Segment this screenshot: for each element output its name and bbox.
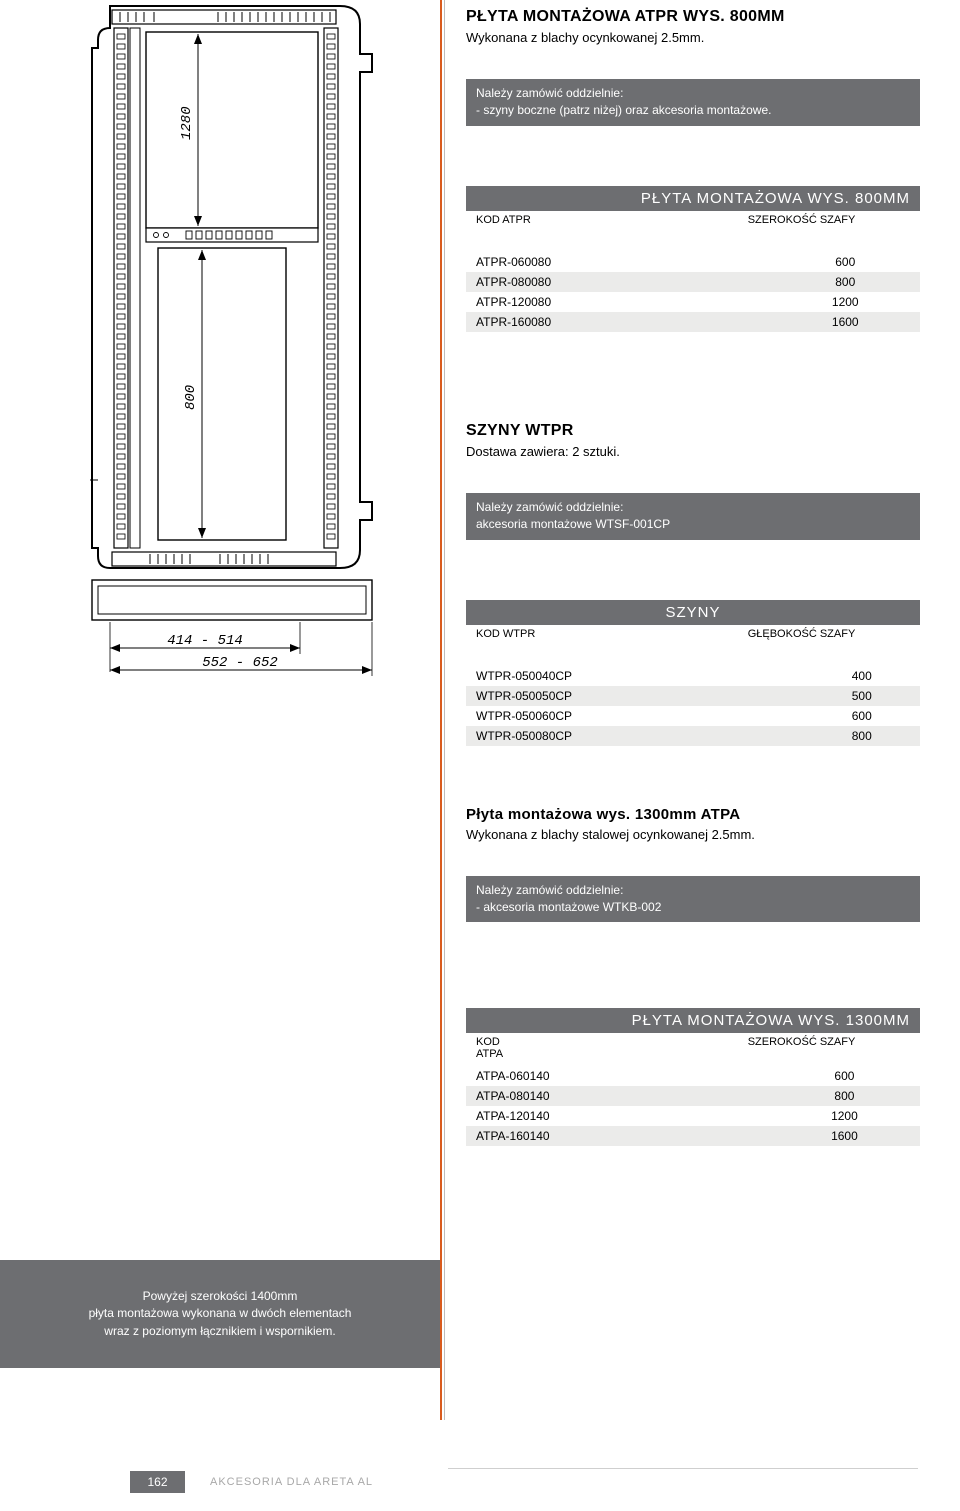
cell-val: 600 <box>804 706 920 726</box>
cell-code: WTPR-050060CP <box>466 706 804 726</box>
col-label: KOD WTPR <box>476 628 693 640</box>
wtpr-table-header: SZYNY <box>466 600 920 625</box>
cell-val: 1200 <box>769 1106 920 1126</box>
cell-val: 400 <box>804 666 920 686</box>
cell-val: 1600 <box>769 1126 920 1146</box>
table-row: ATPA-1601401600 <box>466 1126 920 1146</box>
table-row: ATPA-060140600 <box>466 1066 920 1086</box>
wtpr-title: SZYNY WTPR <box>466 422 920 440</box>
notice-line: Należy zamówić oddzielnie: <box>476 882 910 899</box>
cell-code: ATPA-060140 <box>466 1066 769 1086</box>
accent-rule <box>440 0 442 1420</box>
right-column: PŁYTA MONTAŻOWA ATPR WYS. 800MM Wykonana… <box>448 0 960 1511</box>
cell-code: ATPA-120140 <box>466 1106 769 1126</box>
side-info-note: Powyżej szerokości 1400mm płyta montażow… <box>0 1260 440 1368</box>
cell-code: ATPR-160080 <box>466 312 771 332</box>
table-row: ATPR-080080800 <box>466 272 920 292</box>
notice-line: akcesoria montażowe WTSF-001CP <box>476 517 670 531</box>
col-label: SZEROKOŚĆ SZAFY <box>693 214 910 226</box>
table-row: WTPR-050050CP500 <box>466 686 920 706</box>
footer: 162 AKCESORIA DLA ARETA AL <box>0 1471 960 1493</box>
page-layout: 1280 800 max 493-593 414 - 51 <box>0 0 960 1511</box>
atpa-table: ATPA-060140600 ATPA-080140800 ATPA-12014… <box>466 1066 920 1146</box>
cell-code: ATPA-080140 <box>466 1086 769 1106</box>
atpa-notice: Należy zamówić oddzielnie: - akcesoria m… <box>466 876 920 923</box>
cell-code: ATPR-120080 <box>466 292 771 312</box>
col-label: KOD ATPR <box>476 214 693 226</box>
table-row: ATPR-1200801200 <box>466 292 920 312</box>
table-row: ATPR-060080600 <box>466 252 920 272</box>
table-row: ATPA-1201401200 <box>466 1106 920 1126</box>
cell-val: 800 <box>804 726 920 746</box>
table-row: WTPR-050060CP600 <box>466 706 920 726</box>
cell-code: WTPR-050080CP <box>466 726 804 746</box>
atpr-table-subhead: KOD ATPR SZEROKOŚĆ SZAFY <box>466 211 920 232</box>
atpr-table: ATPR-060080600 ATPR-080080800 ATPR-12008… <box>466 252 920 332</box>
dim-414-514: 414 - 514 <box>167 633 243 649</box>
side-info-line: płyta montażowa wykonana w dwóch element… <box>89 1306 352 1320</box>
technical-drawing: 1280 800 max 493-593 414 - 51 <box>90 0 430 680</box>
atpr-notice: Należy zamówić oddzielnie: - szyny boczn… <box>466 79 920 126</box>
col-label: GŁĘBOKOŚĆ SZAFY <box>693 628 910 640</box>
cell-code: ATPR-080080 <box>466 272 771 292</box>
gray-rule <box>444 0 445 1420</box>
page-number: 162 <box>130 1471 185 1493</box>
col-label-line: KOD <box>476 1036 500 1048</box>
wtpr-notice: Należy zamówić oddzielnie: akcesoria mon… <box>466 493 920 540</box>
cell-val: 500 <box>804 686 920 706</box>
dim-1280: 1280 <box>179 106 195 140</box>
dim-800: 800 <box>183 385 199 410</box>
side-info-line: wraz z poziomym łącznikiem i wspornikiem… <box>104 1324 335 1338</box>
notice-line: Należy zamówić oddzielnie: <box>476 85 910 102</box>
wtpr-sub: Dostawa zawiera: 2 sztuki. <box>466 444 920 459</box>
table-row: ATPA-080140800 <box>466 1086 920 1106</box>
table-row: WTPR-050080CP800 <box>466 726 920 746</box>
cell-val: 800 <box>769 1086 920 1106</box>
drawing-svg: 1280 800 max 493-593 414 - 51 <box>90 0 430 680</box>
dim-552-652: 552 - 652 <box>202 655 278 671</box>
cell-code: WTPR-050040CP <box>466 666 804 686</box>
notice-line: - akcesoria montażowe WTKB-002 <box>476 900 661 914</box>
table-row: ATPR-1600801600 <box>466 312 920 332</box>
notice-line: - szyny boczne (patrz niżej) oraz akceso… <box>476 103 771 117</box>
col-label-line: ATPA <box>476 1048 503 1060</box>
cell-code: WTPR-050050CP <box>466 686 804 706</box>
cell-val: 1200 <box>771 292 920 312</box>
column-divider <box>440 0 448 1511</box>
cell-val: 600 <box>771 252 920 272</box>
cell-code: ATPR-060080 <box>466 252 771 272</box>
wtpr-table: WTPR-050040CP400 WTPR-050050CP500 WTPR-0… <box>466 666 920 746</box>
cell-val: 800 <box>771 272 920 292</box>
cell-code: ATPA-160140 <box>466 1126 769 1146</box>
atpa-table-header: PŁYTA MONTAŻOWA WYS. 1300MM <box>466 1008 920 1033</box>
cell-val: 600 <box>769 1066 920 1086</box>
atpr-title: PŁYTA MONTAŻOWA ATPR WYS. 800MM <box>466 8 920 26</box>
cell-val: 1600 <box>771 312 920 332</box>
footer-label: AKCESORIA DLA ARETA AL <box>210 1476 373 1488</box>
side-info-line: Powyżej szerokości 1400mm <box>143 1289 298 1303</box>
atpr-table-header: PŁYTA MONTAŻOWA WYS. 800MM <box>466 186 920 211</box>
notice-line: Należy zamówić oddzielnie: <box>476 499 910 516</box>
left-column: 1280 800 max 493-593 414 - 51 <box>0 0 440 1511</box>
table-row: WTPR-050040CP400 <box>466 666 920 686</box>
atpr-sub: Wykonana z blachy ocynkowanej 2.5mm. <box>466 30 920 45</box>
col-label: KOD ATPA <box>476 1036 693 1060</box>
atpa-sub: Wykonana z blachy stalowej ocynkowanej 2… <box>466 827 920 842</box>
atpa-table-subhead: KOD ATPA SZEROKOŚĆ SZAFY <box>466 1033 920 1066</box>
wtpr-table-subhead: KOD WTPR GŁĘBOKOŚĆ SZAFY <box>466 625 920 646</box>
atpa-title: Płyta montażowa wys. 1300mm ATPA <box>466 806 920 823</box>
col-label: SZEROKOŚĆ SZAFY <box>693 1036 910 1060</box>
footer-rule <box>448 1468 918 1469</box>
